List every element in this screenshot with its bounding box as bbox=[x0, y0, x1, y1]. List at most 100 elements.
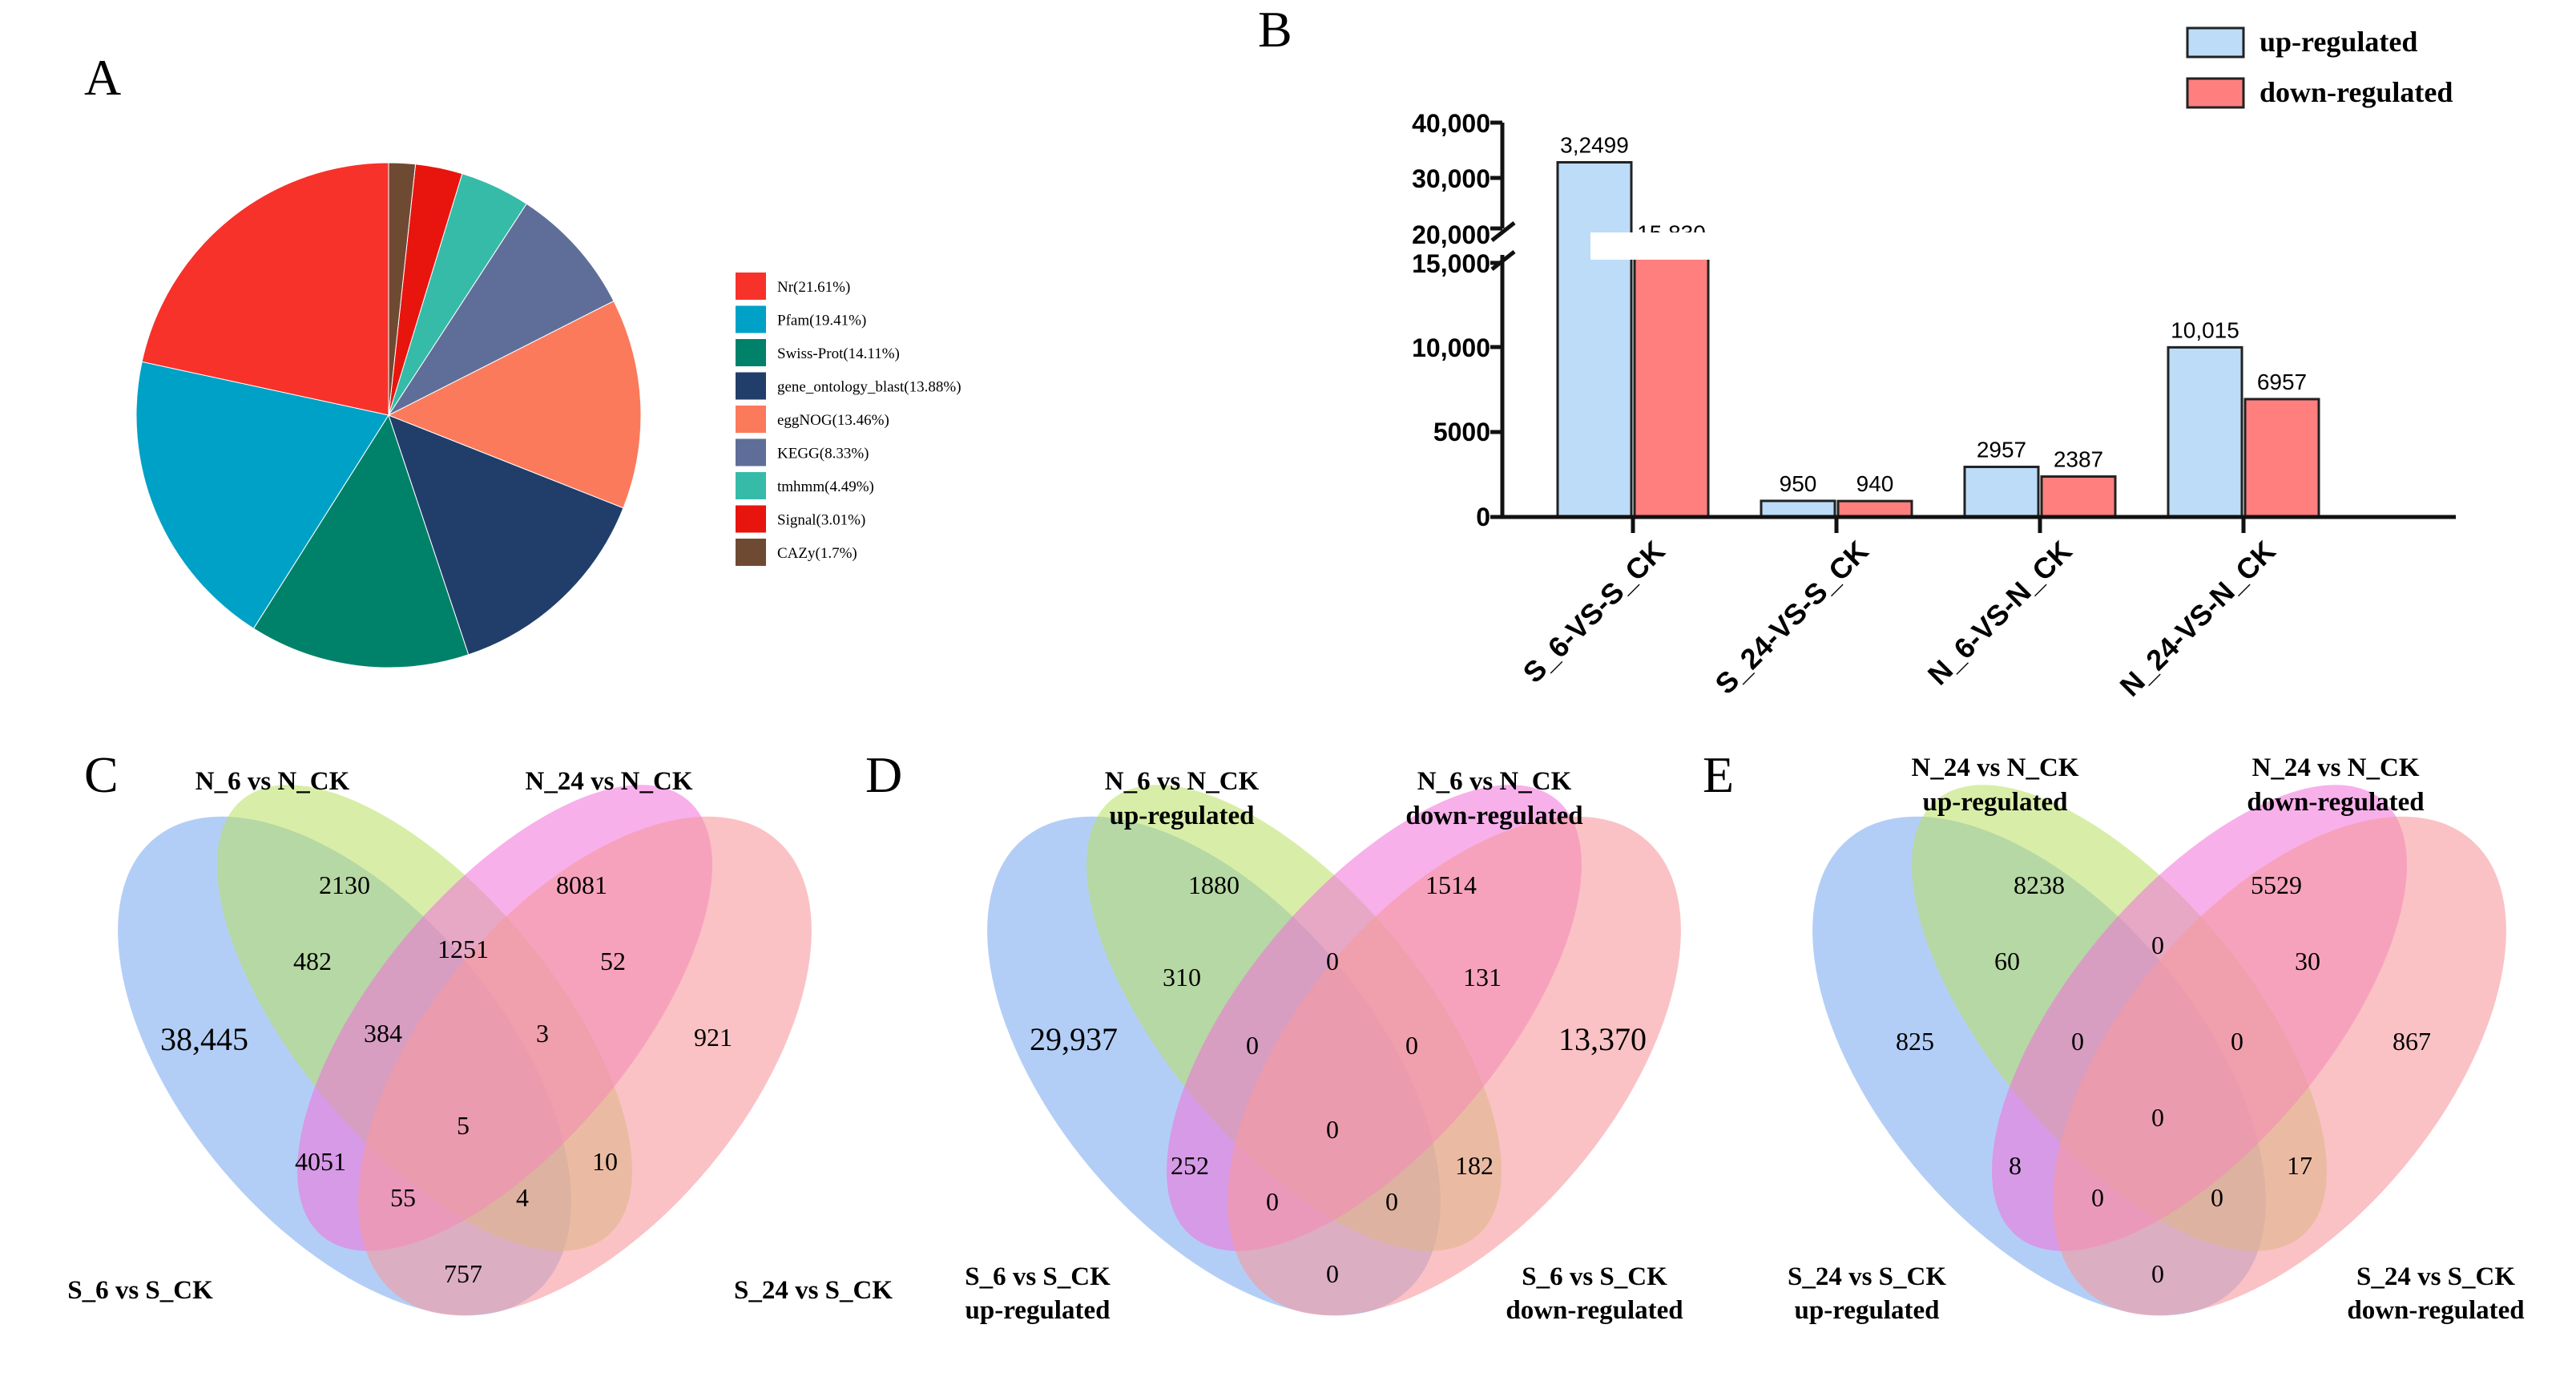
venn-e-set-subtitle: up-regulated bbox=[1795, 1296, 1940, 1325]
venn-c-count: 10 bbox=[592, 1147, 618, 1176]
bar-value-label: 3,2499 bbox=[1560, 133, 1629, 158]
pie-legend-label: Pfam(19.41%) bbox=[777, 313, 866, 329]
venn-e-set-title: N_24 vs N_CK bbox=[2251, 753, 2419, 782]
venn-d-set-subtitle: down-regulated bbox=[1506, 1296, 1683, 1325]
venn-d-set-subtitle: up-regulated bbox=[1110, 802, 1255, 830]
axis-break-marks bbox=[1490, 221, 1516, 271]
venn-d-count: 0 bbox=[1405, 1031, 1418, 1060]
pie-legend-swatch bbox=[736, 273, 766, 300]
venn-e-count: 8 bbox=[2009, 1151, 2022, 1180]
y-tick-label-10000: 10,000 bbox=[1412, 333, 1490, 362]
venn-e-count: 0 bbox=[2231, 1027, 2243, 1056]
venn-d-count: 0 bbox=[1326, 1259, 1339, 1288]
pie-legend-label: gene_ontology_blast(13.88%) bbox=[777, 379, 961, 396]
venn-c-count: 921 bbox=[694, 1023, 732, 1052]
y-tick-label-20000: 20,000 bbox=[1412, 220, 1490, 249]
panel-label-d: D bbox=[865, 746, 902, 803]
pie-slice-2 bbox=[135, 361, 389, 629]
venn-d-count: 252 bbox=[1171, 1151, 1209, 1180]
venn-e-count: 5529 bbox=[2251, 870, 2302, 899]
venn-c-count: 1251 bbox=[437, 935, 489, 963]
bar-value-label: 10,015 bbox=[2171, 317, 2239, 342]
venn-d-set-subtitle: down-regulated bbox=[1405, 802, 1582, 830]
venn-e-set-subtitle: down-regulated bbox=[2247, 788, 2424, 817]
bar-value-label: 6957 bbox=[2257, 369, 2307, 394]
venn-d-count: 0 bbox=[1246, 1031, 1259, 1060]
venn-ellipse-s24-down bbox=[2053, 816, 2506, 1316]
venn-ellipse-s6-down bbox=[1228, 816, 1681, 1316]
pie-legend-swatch bbox=[736, 472, 766, 499]
legend-label-down: down-regulated bbox=[2260, 76, 2453, 108]
venn-d-set-title: S_6 vs S_CK bbox=[965, 1262, 1111, 1291]
pie-legend-swatch bbox=[736, 372, 766, 400]
venn-e-count: 8238 bbox=[2014, 870, 2065, 899]
venn-e-set-title: S_24 vs S_CK bbox=[1788, 1262, 1946, 1291]
venn-d-count: 0 bbox=[1385, 1187, 1398, 1216]
venn-d-count: 13,370 bbox=[1558, 1021, 1647, 1057]
venn-d-count: 1880 bbox=[1188, 870, 1240, 899]
bar-up-2 bbox=[1760, 499, 1836, 519]
x-tick-label-s24: S_24-VS-S_CK bbox=[1708, 535, 1874, 701]
venn-d-count: 310 bbox=[1163, 963, 1201, 991]
pie-legend-swatch bbox=[736, 438, 766, 466]
bar-up-1 bbox=[1556, 161, 1633, 519]
bar-down-3 bbox=[2040, 475, 2117, 519]
pie-slice-5 bbox=[387, 300, 642, 509]
bar-down-1 bbox=[1633, 249, 1710, 519]
y-tick-label-15000: 15,000 bbox=[1412, 249, 1490, 278]
pie-slice-1 bbox=[141, 162, 389, 416]
venn-e-set-title: N_24 vs N_CK bbox=[1911, 753, 2078, 782]
panel-label-c: C bbox=[84, 746, 119, 803]
bar-value-label: 950 bbox=[1780, 471, 1817, 496]
venn-c-count: 2130 bbox=[319, 870, 370, 899]
venn-d-set-title: N_6 vs N_CK bbox=[1417, 767, 1572, 796]
x-axis-ticks bbox=[1631, 517, 2246, 533]
panel-label-a: A bbox=[84, 49, 121, 106]
pie-legend-label: eggNOG(13.46%) bbox=[777, 412, 889, 429]
bar-value-label: 940 bbox=[1856, 471, 1894, 496]
pie-slice-6 bbox=[387, 203, 615, 417]
venn-e-count: 60 bbox=[1994, 947, 2020, 975]
y-tick-label-40000: 40,000 bbox=[1412, 109, 1490, 138]
x-tick-label-s6: S_6-VS-S_CK bbox=[1517, 535, 1671, 689]
pie-slice-3 bbox=[252, 414, 470, 668]
venn-c-set-label-s6: S_6 vs S_CK bbox=[67, 1276, 213, 1305]
venn-c-count: 3 bbox=[536, 1019, 549, 1048]
venn-c-count: 38,445 bbox=[160, 1021, 248, 1057]
venn-diagram-e: N_24 vs N_CK up-regulated N_24 vs N_CK d… bbox=[1788, 753, 2525, 1325]
pie-legend-label: Signal(3.01%) bbox=[777, 512, 865, 529]
venn-c-count: 55 bbox=[390, 1183, 416, 1212]
venn-e-set-title: S_24 vs S_CK bbox=[2356, 1262, 2515, 1291]
legend-swatch-up bbox=[2186, 26, 2245, 59]
venn-e-count: 0 bbox=[2151, 931, 2164, 959]
venn-c-set-label-n6: N_6 vs N_CK bbox=[196, 767, 350, 796]
venn-c-count: 52 bbox=[600, 947, 626, 975]
venn-diagram-c: N_6 vs N_CK N_24 vs N_CK S_6 vs S_CK S_2… bbox=[67, 767, 893, 1316]
venn-e-count: 867 bbox=[2393, 1027, 2431, 1056]
pie-slice-4 bbox=[388, 414, 624, 656]
pie-legend-swatch bbox=[736, 339, 766, 366]
y-tick-label-30000: 30,000 bbox=[1412, 164, 1490, 193]
bar-down-2 bbox=[1836, 499, 1913, 519]
venn-e-set-subtitle: down-regulated bbox=[2347, 1296, 2524, 1325]
x-tick-label-n24: N_24-VS-N_CK bbox=[2114, 535, 2282, 703]
venn-c-count: 4051 bbox=[295, 1147, 346, 1176]
x-tick-label-n6: N_6-VS-N_CK bbox=[1921, 535, 2078, 692]
pie-legend-swatch bbox=[736, 505, 766, 533]
bar-up-3 bbox=[1963, 466, 2040, 519]
venn-e-count: 30 bbox=[2295, 947, 2320, 975]
venn-e-count: 825 bbox=[1896, 1027, 1934, 1056]
venn-d-count: 182 bbox=[1455, 1151, 1494, 1180]
y-tick-label-0: 0 bbox=[1476, 503, 1490, 531]
venn-c-count: 4 bbox=[516, 1183, 529, 1212]
pie-legend-label: Nr(21.61%) bbox=[777, 279, 850, 296]
venn-d-count: 0 bbox=[1326, 1115, 1339, 1144]
pie-chart bbox=[135, 162, 642, 668]
y-tick-label-5000: 5000 bbox=[1433, 418, 1490, 446]
venn-d-count: 131 bbox=[1463, 963, 1502, 991]
pie-legend-label: CAZy(1.7%) bbox=[777, 545, 857, 562]
venn-e-count: 0 bbox=[2151, 1103, 2164, 1132]
venn-c-count: 384 bbox=[364, 1019, 402, 1048]
